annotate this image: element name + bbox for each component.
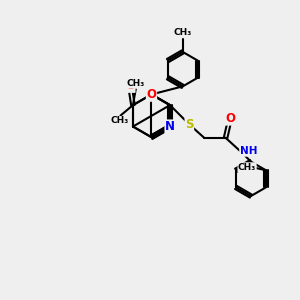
Text: NH: NH <box>240 146 257 156</box>
Text: N: N <box>146 88 157 101</box>
Text: CH₃: CH₃ <box>238 163 256 172</box>
Text: N: N <box>165 120 175 133</box>
Text: O: O <box>146 88 157 101</box>
Text: CH₃: CH₃ <box>126 79 144 88</box>
Text: O: O <box>225 112 235 125</box>
Text: S: S <box>185 118 194 131</box>
Text: CH₃: CH₃ <box>111 116 129 125</box>
Text: CH₃: CH₃ <box>174 28 192 37</box>
Text: O: O <box>125 79 135 92</box>
